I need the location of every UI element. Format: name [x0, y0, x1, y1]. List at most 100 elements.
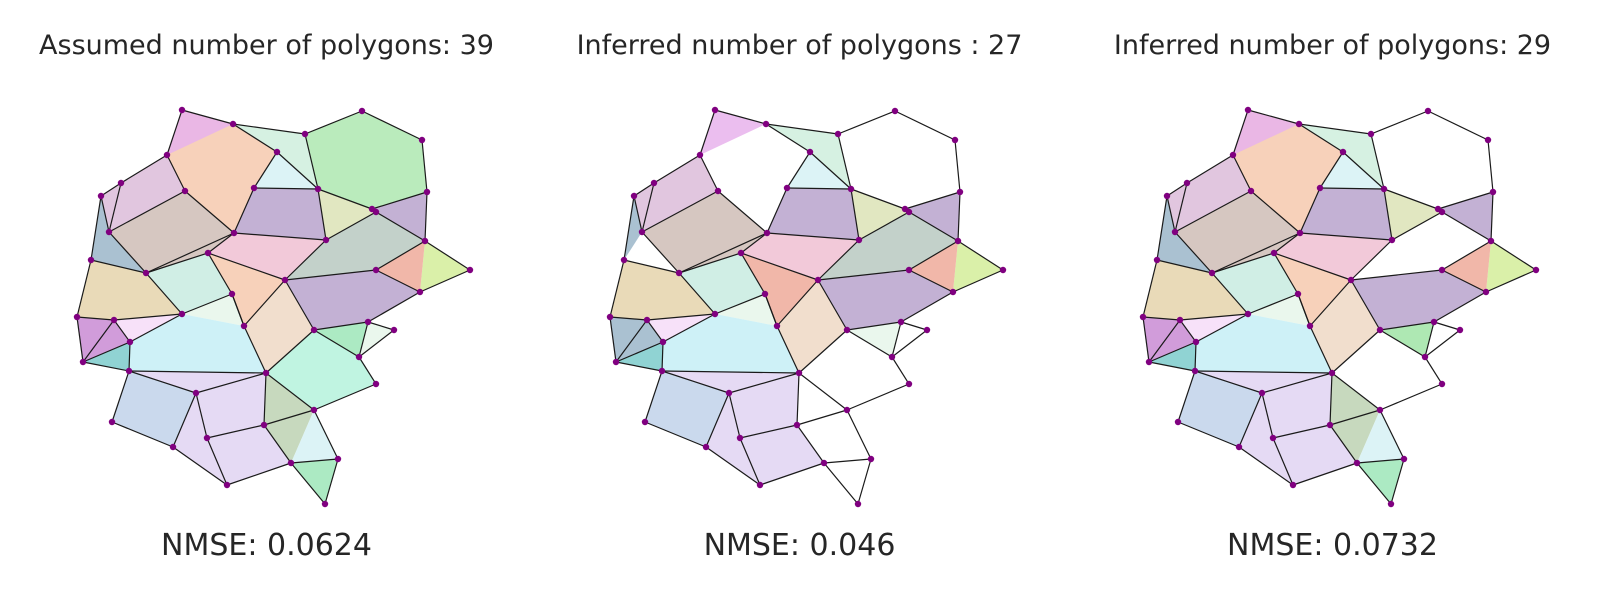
mesh-edge: [1186, 154, 1234, 184]
polygon-cell: [372, 192, 427, 241]
polygon-cell: [647, 314, 715, 342]
polygon-cell: [777, 280, 847, 373]
mesh-edge: [129, 313, 183, 343]
mesh-edge: [145, 232, 235, 274]
polygon-cell: [767, 188, 859, 240]
polygon-cell: [1380, 322, 1434, 357]
mesh-vertex: [1289, 481, 1297, 489]
mesh-edge: [1194, 341, 1197, 372]
polygon-cell: [662, 371, 799, 438]
mesh-vertex: [843, 406, 851, 414]
mesh-vertex: [142, 269, 150, 277]
mesh-edge: [232, 123, 278, 153]
mesh-edges: [1142, 109, 1537, 505]
mesh-edge: [284, 239, 327, 281]
mesh-edge: [615, 319, 648, 363]
mesh-vertex: [675, 269, 683, 277]
mesh-vertex: [806, 148, 814, 156]
polygon-cell: [909, 241, 958, 292]
mesh-edge: [76, 316, 84, 363]
polygon-cell: [101, 155, 185, 232]
mesh-vertex: [923, 326, 931, 334]
mesh-edge: [108, 231, 147, 274]
mesh-edge: [1427, 110, 1489, 141]
mesh-vertex: [1316, 184, 1324, 192]
mesh-edge: [304, 133, 319, 190]
mesh-vertex: [954, 237, 962, 245]
mesh-vertex: [793, 421, 801, 429]
polygon-cell: [1438, 192, 1493, 241]
mesh-vertex: [606, 313, 614, 321]
mesh-edge: [717, 190, 768, 234]
mesh-edge: [1194, 370, 1333, 374]
polygon-cell: [146, 253, 232, 314]
mesh-edge: [145, 272, 183, 315]
polygon-cell: [1143, 317, 1196, 362]
mesh-vertex: [79, 358, 87, 366]
mesh-edge: [226, 462, 292, 486]
mesh-edge: [786, 151, 811, 189]
mesh-vertex: [321, 500, 329, 508]
mesh-edge: [358, 321, 369, 358]
mesh-vertex: [163, 151, 171, 159]
mesh-edge: [111, 370, 130, 423]
mesh-vertex: [1270, 249, 1278, 257]
mesh-edge: [678, 232, 768, 274]
mesh-vertex: [612, 358, 620, 366]
mesh-edge: [1383, 188, 1393, 241]
mesh-edge: [765, 123, 839, 135]
polygon-cell: [851, 189, 909, 240]
mesh-edge: [1232, 109, 1249, 156]
mesh-edge: [371, 191, 428, 210]
mesh-edge: [1329, 409, 1381, 426]
mesh-edge: [1142, 316, 1150, 363]
mesh-edge: [1350, 239, 1393, 281]
mesh-vertex: [372, 266, 380, 274]
mesh-vertex: [322, 236, 330, 244]
mesh-edge: [1177, 370, 1196, 423]
mesh-edge: [846, 329, 893, 358]
polygon-cell: [77, 260, 182, 320]
polygon-cell: [1175, 191, 1300, 273]
polygon-cell: [1442, 241, 1491, 292]
mesh-edge: [1174, 190, 1252, 233]
polygon-cell: [291, 459, 338, 504]
polygon-cell: [1486, 241, 1536, 292]
mesh-edge: [1441, 211, 1492, 242]
mesh-vertex: [364, 318, 372, 326]
mesh-edge: [609, 259, 625, 318]
mesh-edge: [661, 341, 664, 372]
mesh-vertex: [1174, 418, 1182, 426]
mesh-edge: [891, 329, 928, 358]
polygon-cell: [314, 322, 368, 357]
mesh-edge: [375, 240, 426, 271]
polygon-fills: [1143, 110, 1536, 504]
mesh-edge: [1487, 139, 1494, 193]
mesh-edge: [1424, 321, 1435, 358]
mesh-edge: [421, 139, 428, 193]
mesh-edge: [120, 154, 168, 184]
polygon-cell: [129, 371, 266, 438]
mesh-edge: [253, 187, 319, 190]
mesh-edge: [1299, 187, 1321, 234]
mesh-vertex: [1294, 290, 1302, 298]
mesh-vertex: [711, 106, 719, 114]
mesh-vertex: [620, 256, 628, 264]
mesh-edge: [358, 329, 395, 358]
mesh-vertex: [178, 310, 186, 318]
mesh-edge: [1148, 341, 1197, 363]
polygon-cell: [1300, 188, 1392, 240]
mesh-edge: [1179, 319, 1197, 343]
mesh-edge: [1379, 383, 1443, 411]
mesh-edge: [705, 392, 730, 448]
polygon-cell: [291, 410, 338, 463]
mesh-edge: [1298, 123, 1372, 135]
mesh-edge: [108, 182, 122, 233]
mesh-vertex: [1229, 151, 1237, 159]
mesh-vertex: [1347, 276, 1355, 284]
mesh-vertex: [897, 318, 905, 326]
polygon-cell: [208, 253, 285, 326]
mesh-vertex: [108, 418, 116, 426]
mesh-edge: [837, 110, 896, 135]
polygon-cell: [1167, 155, 1251, 232]
